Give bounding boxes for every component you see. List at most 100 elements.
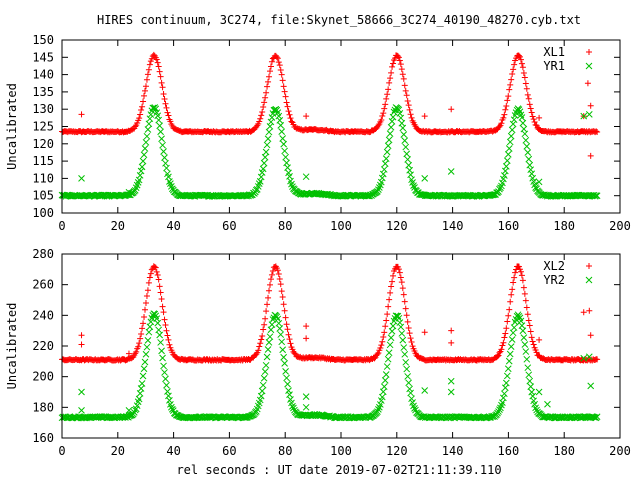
data-point	[259, 381, 267, 389]
data-point	[378, 174, 386, 182]
outlier-point	[125, 350, 132, 357]
data-point	[265, 78, 272, 85]
data-point	[154, 272, 161, 279]
outlier-point	[448, 339, 455, 346]
data-point	[276, 325, 284, 332]
data-point	[146, 274, 153, 281]
data-point	[156, 122, 164, 130]
data-point	[520, 334, 528, 341]
data-point	[506, 138, 514, 146]
data-point	[160, 362, 167, 370]
data-point	[387, 123, 395, 131]
data-point	[377, 345, 384, 352]
data-point	[264, 301, 271, 308]
data-point	[381, 160, 389, 168]
data-point	[510, 279, 517, 286]
data-point	[155, 326, 163, 334]
data-point	[402, 87, 409, 94]
data-point	[525, 155, 533, 163]
data-point	[528, 109, 535, 116]
data-point	[375, 186, 382, 193]
outlier-point	[421, 175, 429, 182]
data-point	[142, 87, 149, 94]
data-point	[278, 71, 285, 78]
data-point	[167, 118, 174, 125]
data-point	[533, 349, 540, 356]
data-point	[406, 106, 413, 113]
data-point	[521, 341, 529, 348]
data-point	[264, 346, 272, 353]
data-point	[263, 353, 271, 361]
data-point	[505, 93, 512, 100]
data-point	[137, 167, 145, 175]
data-point	[402, 305, 409, 312]
data-point	[397, 323, 405, 331]
data-point	[161, 316, 168, 323]
data-point	[396, 57, 403, 64]
data-point	[509, 70, 516, 77]
data-point	[371, 355, 378, 362]
data-point	[135, 343, 142, 350]
data-point	[496, 123, 503, 130]
outlier-point	[78, 175, 85, 182]
data-point	[159, 354, 166, 362]
data-point	[508, 76, 515, 83]
data-point	[153, 268, 160, 275]
data-point	[403, 365, 411, 373]
outlier-point	[587, 332, 594, 339]
data-point	[401, 137, 409, 144]
y-tick-label: 180	[32, 400, 54, 414]
data-point	[142, 300, 149, 307]
data-point	[522, 297, 529, 304]
data-point	[138, 380, 146, 387]
data-point	[524, 364, 532, 372]
outlier-point	[535, 178, 543, 186]
data-point	[279, 77, 286, 84]
plot-panel-2: 160 180 200 220 240 260 280 0 20 40 60 80 100 120 140 1…	[5, 247, 631, 458]
data-point	[280, 140, 288, 148]
data-point	[285, 108, 292, 115]
data-point	[381, 377, 389, 384]
outlier-point	[302, 173, 310, 181]
data-point	[144, 336, 152, 344]
data-point	[137, 335, 144, 342]
data-point	[516, 53, 523, 60]
outlier-point	[78, 407, 85, 414]
data-point	[518, 272, 525, 279]
data-point	[527, 383, 535, 391]
data-point	[524, 91, 531, 98]
y-tick-label: 110	[32, 171, 54, 185]
data-point	[267, 118, 275, 126]
data-point	[291, 350, 298, 357]
data-point	[155, 116, 163, 124]
data-point	[257, 340, 264, 347]
data-point	[407, 111, 414, 118]
data-point	[262, 361, 270, 369]
data-point	[508, 126, 516, 134]
data-point	[495, 408, 502, 415]
data-point	[593, 128, 600, 135]
data-point	[255, 347, 262, 354]
data-point	[145, 279, 152, 286]
data-point	[142, 138, 150, 146]
data-point	[166, 341, 173, 348]
data-point	[395, 314, 403, 322]
outlier-point	[78, 341, 85, 348]
data-point	[511, 274, 518, 281]
plot-panels: 100 105 110 115 120 125 130 135 140 145 150 0 20 40 60…	[5, 33, 631, 458]
x-tick-label: 60	[222, 444, 236, 458]
outlier-point	[544, 400, 551, 408]
data-point	[398, 279, 405, 286]
y-tick-label: 135	[32, 85, 54, 99]
data-point	[519, 119, 527, 127]
data-point	[594, 128, 601, 135]
data-point	[507, 132, 515, 140]
legend-label: XL2	[543, 259, 565, 273]
data-point	[278, 338, 286, 346]
data-point	[277, 66, 284, 73]
data-point	[525, 371, 533, 379]
data-point	[161, 96, 168, 103]
x-tick-label: 60	[222, 219, 236, 233]
plot-panel-1: 100 105 110 115 120 125 130 135 140 145 150 0 20 40 60…	[5, 33, 631, 233]
data-point	[143, 76, 150, 83]
